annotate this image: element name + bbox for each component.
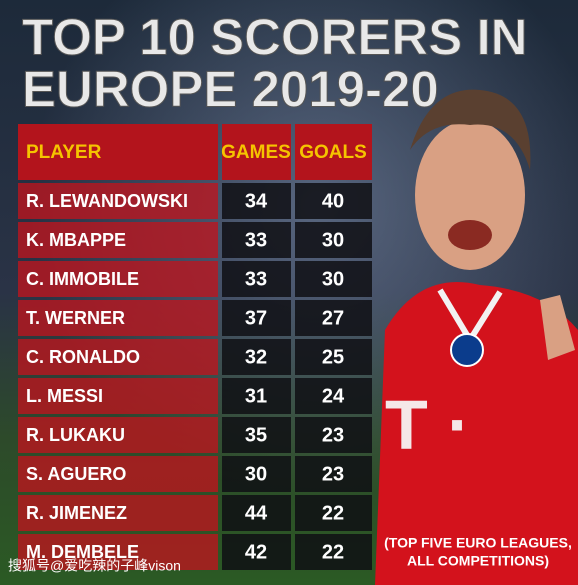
cell-text: 30: [245, 463, 267, 485]
note: ALL COMPETITIONS): [407, 553, 549, 569]
table-cell: [295, 534, 372, 570]
cell-text: C. IMMOBILE: [26, 269, 139, 289]
cell-text: 34: [245, 190, 268, 212]
table-cell: [295, 339, 372, 375]
table-cell: [295, 183, 372, 219]
cell-text: 31: [245, 385, 267, 407]
table-cell: [18, 222, 218, 258]
table-cell: [295, 378, 372, 414]
header-cell: [222, 124, 291, 180]
table-cell: [295, 261, 372, 297]
cell-text: 27: [322, 307, 344, 329]
table-cell: [18, 300, 218, 336]
table-cell: [295, 300, 372, 336]
table-cell: [222, 417, 291, 453]
cell-text: K. MBAPPE: [26, 230, 126, 250]
cell-text: R. JIMENEZ: [26, 503, 127, 523]
table-cell: [295, 417, 372, 453]
cell-text: 33: [245, 229, 267, 251]
table-cell: [222, 378, 291, 414]
svg-text:T ·: T ·: [385, 385, 471, 463]
header-cell: [18, 124, 218, 180]
table-cell: [222, 456, 291, 492]
cell-text: 44: [245, 502, 268, 524]
cell-text: 24: [322, 385, 345, 407]
table-cell: [222, 300, 291, 336]
table-cell: [18, 183, 218, 219]
watermark: 搜狐号@爱吃辣的子峰vison: [8, 558, 181, 574]
column-header: PLAYER: [26, 142, 102, 163]
cell-text: C. RONALDO: [26, 347, 140, 367]
cell-text: 42: [245, 541, 267, 563]
cell-text: 33: [245, 268, 267, 290]
table-cell: [222, 183, 291, 219]
player-photo: T ·: [375, 89, 578, 585]
title-line: TOP 10 SCORERS IN: [22, 8, 527, 65]
table-cell: [18, 456, 218, 492]
cell-text: T. WERNER: [26, 308, 125, 328]
cell-text: 23: [322, 424, 344, 446]
cell-text: 37: [245, 307, 267, 329]
table-cell: [18, 339, 218, 375]
column-header: GOALS: [299, 142, 367, 163]
cell-text: 22: [322, 502, 344, 524]
cell-text: 23: [322, 463, 344, 485]
cell-text: R. LUKAKU: [26, 425, 125, 445]
cell-text: 35: [245, 424, 267, 446]
header-cell: [295, 124, 372, 180]
table-cell: [222, 339, 291, 375]
cell-text: 40: [322, 190, 344, 212]
table-cell: [222, 495, 291, 531]
cell-text: S. AGUERO: [26, 464, 126, 484]
title-line: EUROPE 2019-20: [22, 60, 439, 117]
cell-text: 30: [322, 268, 344, 290]
table-cell: [222, 261, 291, 297]
cell-text: L. MESSI: [26, 386, 103, 406]
column-header: GAMES: [221, 142, 291, 163]
cell-text: 32: [245, 346, 267, 368]
table-cell: [222, 534, 291, 570]
note: (TOP FIVE EURO LEAGUES,: [384, 535, 572, 551]
table-cell: [18, 261, 218, 297]
cell-text: 22: [322, 541, 344, 563]
table-cell: [295, 495, 372, 531]
cell-text: 25: [322, 346, 344, 368]
cell-text: 30: [322, 229, 344, 251]
table-cell: [18, 534, 218, 570]
table-cell: [18, 417, 218, 453]
table-cell: [295, 222, 372, 258]
cell-text: M. DEMBELE: [26, 542, 139, 562]
cell-text: R. LEWANDOWSKI: [26, 191, 188, 211]
table-cell: [18, 378, 218, 414]
table-cell: [18, 495, 218, 531]
table: PLAYER GAMES GOALS R. LEWANDOWSKI 34 40 K. MBA…: [18, 124, 372, 570]
table-cell: [222, 222, 291, 258]
table-cell: [295, 456, 372, 492]
